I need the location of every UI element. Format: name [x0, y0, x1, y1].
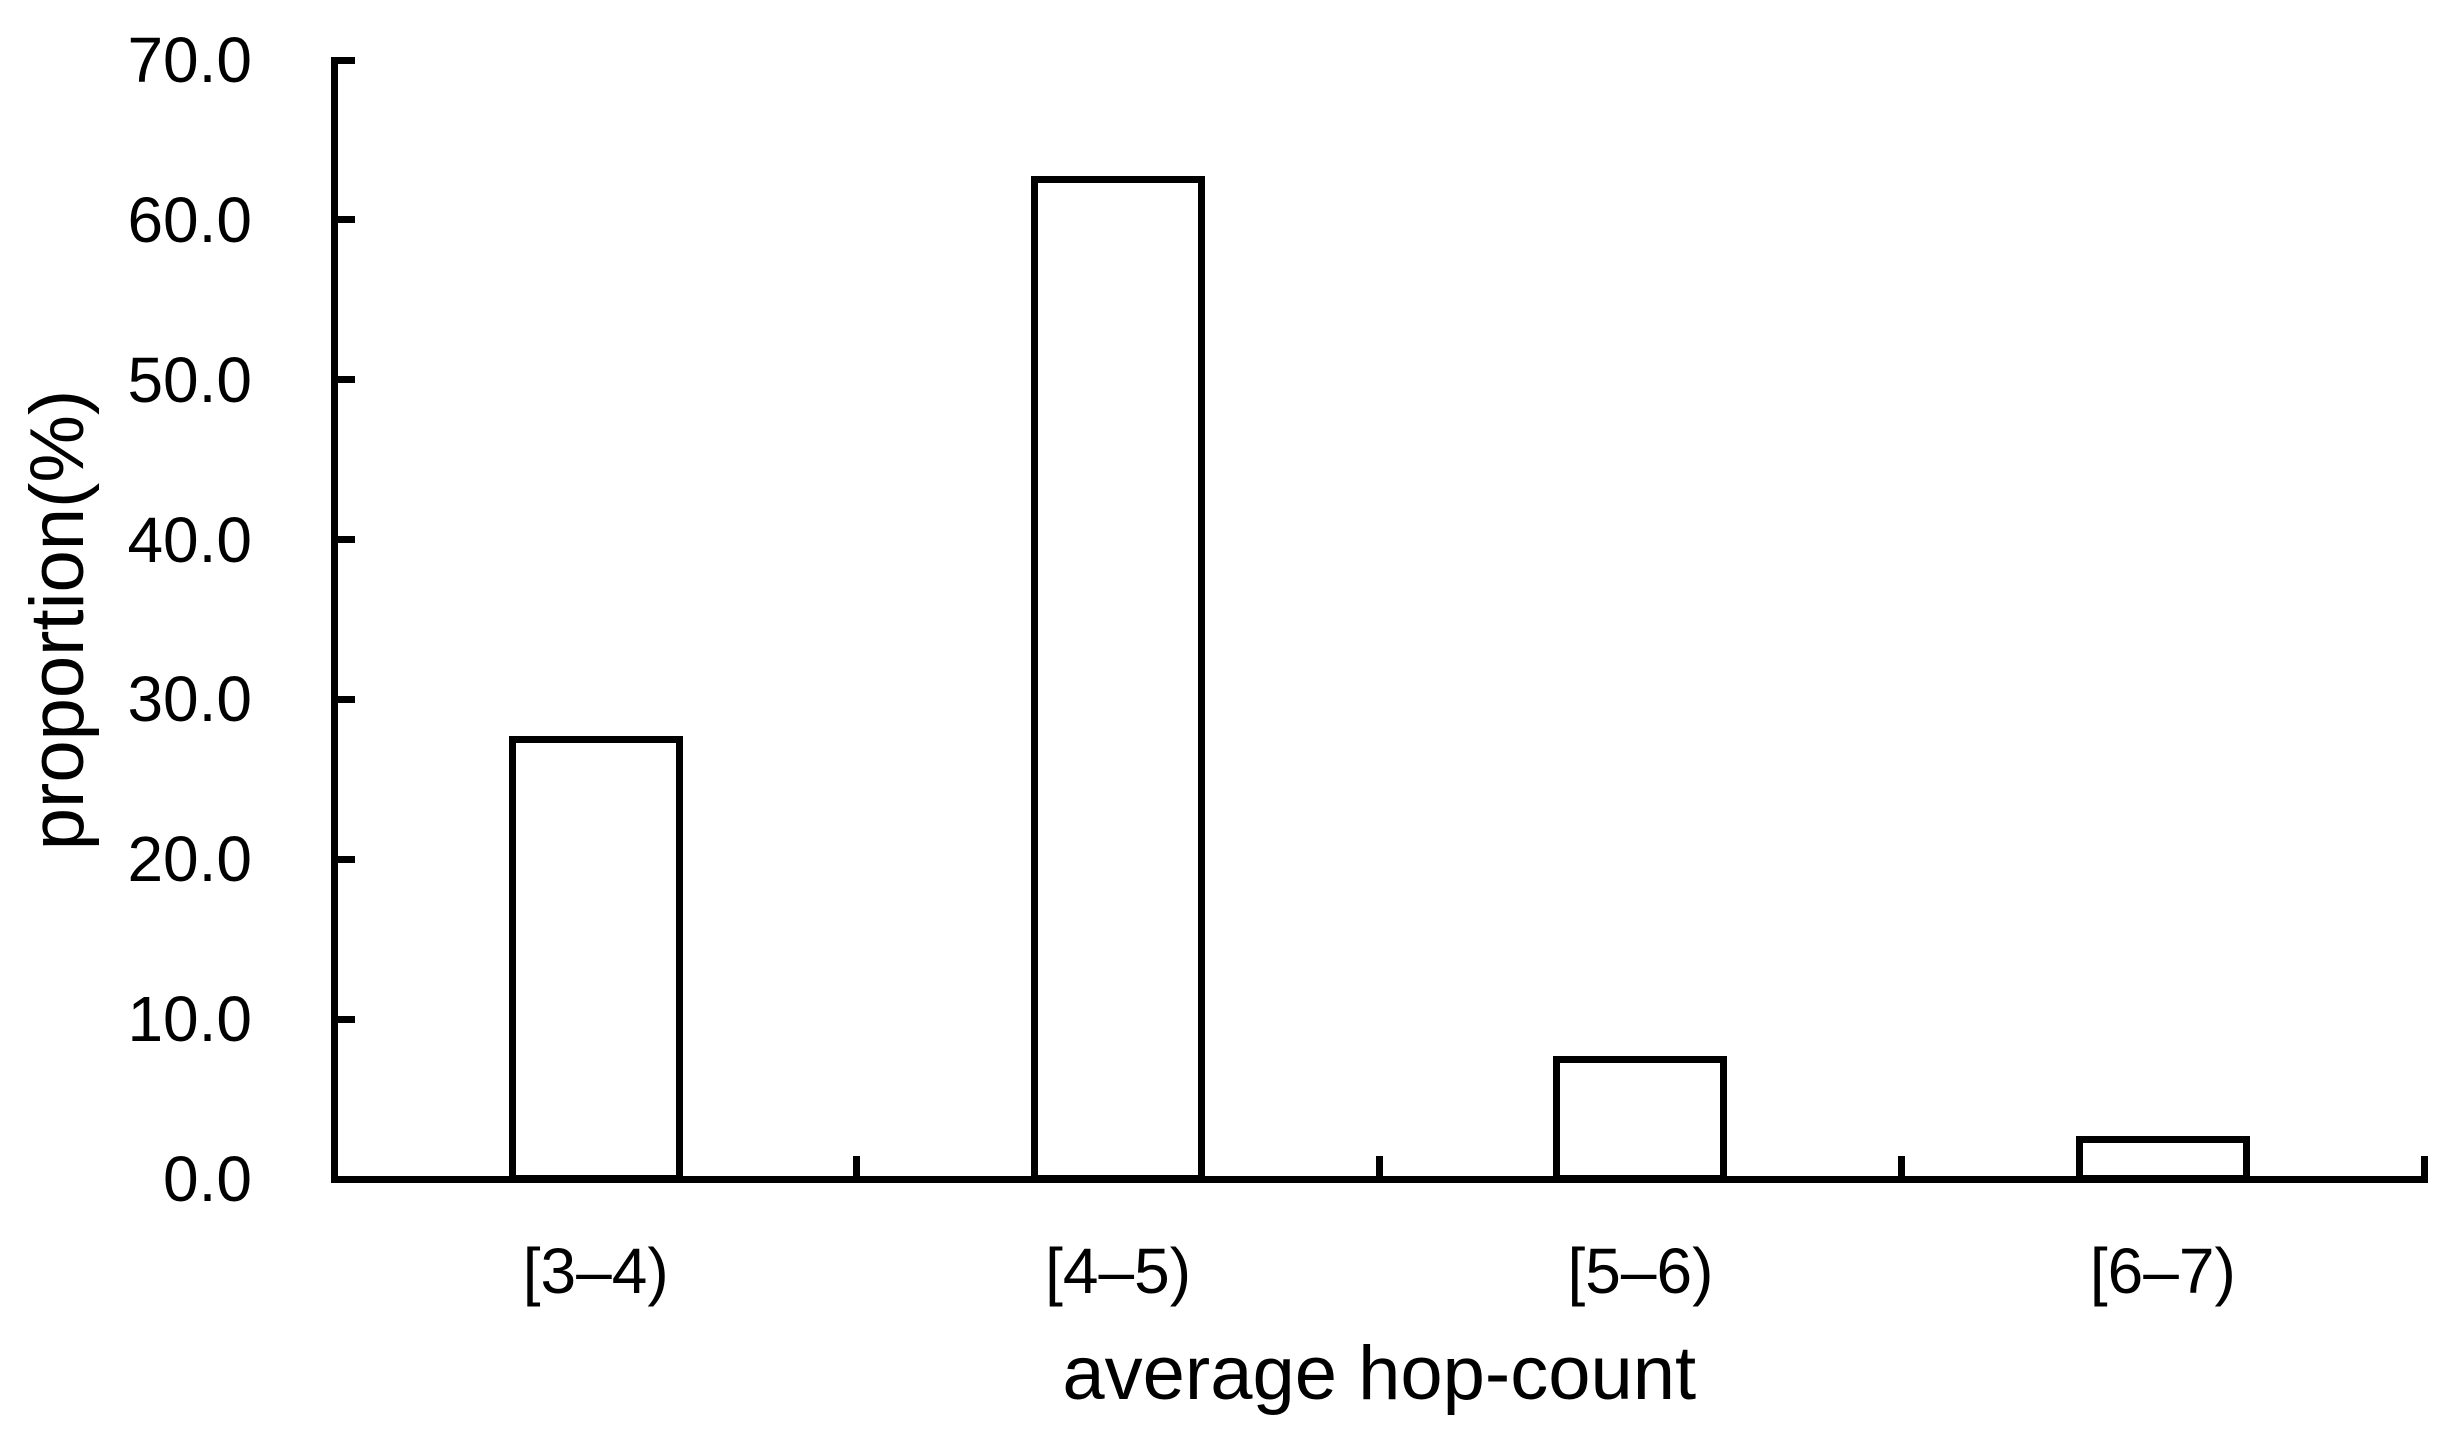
- y-tick: [334, 695, 355, 703]
- x-axis-title: average hop-count: [1062, 1331, 1697, 1416]
- y-tick: [334, 376, 355, 384]
- y-tick: [334, 536, 355, 544]
- x-tick-label: [4–5): [1045, 1235, 1191, 1307]
- y-tick-label: 60.0: [127, 183, 252, 256]
- x-tick-label: [6–7): [2089, 1235, 2236, 1307]
- x-tick: [2420, 1155, 2428, 1176]
- y-axis-line: [331, 56, 338, 1183]
- y-tick: [334, 1015, 355, 1023]
- y-tick-label: 70.0: [127, 24, 252, 96]
- y-axis-title: proportion(%): [15, 389, 100, 850]
- y-tick: [334, 855, 355, 863]
- y-tick-label: 50.0: [127, 343, 252, 416]
- bar: [508, 735, 683, 1183]
- bar: [2075, 1135, 2250, 1183]
- x-tick: [1898, 1155, 1906, 1176]
- y-tick-label: 30.0: [127, 663, 252, 736]
- y-tick-label: 0.0: [163, 1143, 252, 1215]
- x-tick-label: [3–4): [522, 1235, 669, 1307]
- x-axis-line: [331, 1175, 2428, 1183]
- y-tick: [334, 56, 355, 64]
- x-tick-label: [5–6): [1567, 1235, 1714, 1307]
- y-tick-label: 40.0: [127, 503, 252, 576]
- x-tick: [1375, 1155, 1383, 1176]
- y-tick-label: 20.0: [127, 823, 252, 896]
- bar: [1031, 176, 1206, 1183]
- x-tick: [853, 1155, 861, 1176]
- bar: [1553, 1055, 1728, 1183]
- y-tick-label: 10.0: [127, 983, 252, 1056]
- y-tick: [334, 216, 355, 224]
